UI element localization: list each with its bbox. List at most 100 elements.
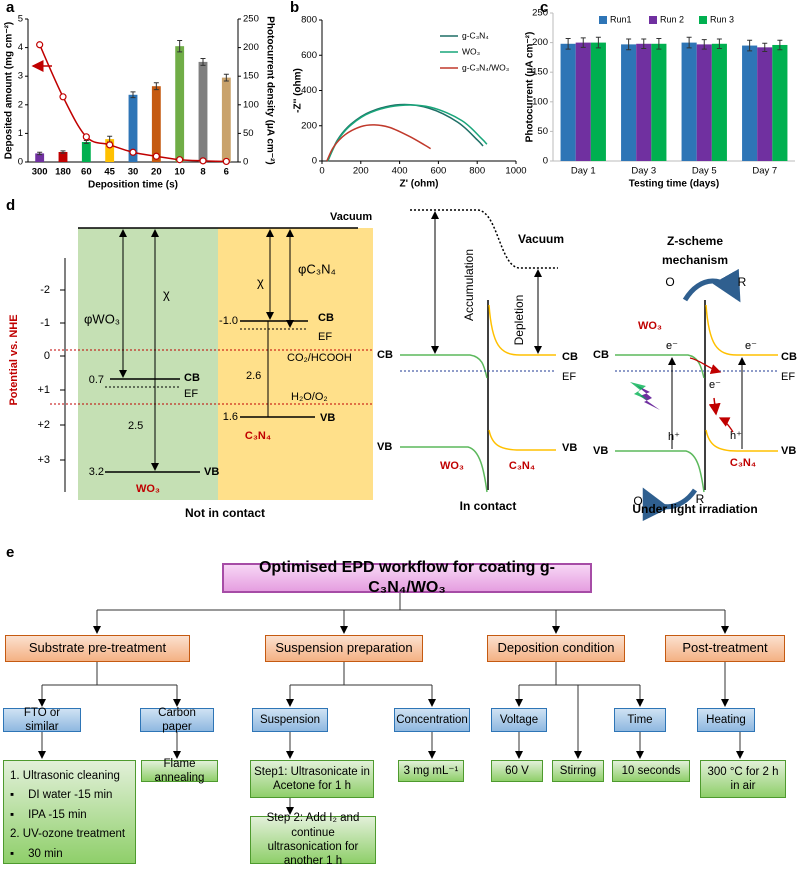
- label: WO₃: [440, 460, 464, 472]
- label: 1.6: [223, 411, 238, 423]
- cb-wo3: [400, 354, 488, 379]
- legend-label: Run 2: [660, 14, 684, 24]
- transfer-arrow: [708, 397, 721, 416]
- step-text: 30 min: [10, 847, 129, 861]
- label: C₃N₄: [730, 457, 756, 469]
- workflow-section: Post-treatment: [665, 635, 785, 662]
- x-tick-label: 8: [200, 167, 205, 178]
- workflow-item: FTO or similar: [3, 707, 81, 733]
- bar: [105, 139, 115, 162]
- label: VB: [320, 412, 335, 424]
- legend-label: WO₃: [462, 46, 480, 56]
- transfer-arrow: [689, 357, 722, 375]
- legend-swatch: [599, 16, 607, 24]
- panel-label: d: [6, 197, 15, 214]
- error-bar: [656, 37, 662, 50]
- workflow-item: Heating: [697, 708, 755, 732]
- bar: [81, 141, 91, 162]
- y-tick-label: 4: [18, 42, 23, 53]
- tick-label: +2: [37, 419, 50, 431]
- error-bar: [83, 140, 89, 144]
- caption: In contact: [460, 499, 517, 513]
- y2-axis-label: Photocurrent density (µA cm⁻²): [264, 16, 275, 164]
- label: C₃N₄: [245, 430, 271, 442]
- workflow-step: Step 2: Add I₂ and continue ultrasonicat…: [250, 812, 376, 867]
- workflow-connectors: [38, 593, 744, 815]
- error-bar: [37, 151, 43, 156]
- workflow-item: Time: [614, 708, 666, 732]
- line-marker: [129, 148, 137, 156]
- light-icon: [636, 385, 660, 410]
- transfer-arrow: [718, 417, 734, 433]
- label: EF: [781, 371, 795, 383]
- redox-arrow: [642, 487, 698, 522]
- potential-ticks: [60, 289, 65, 461]
- y-tick-label: 3: [18, 71, 23, 82]
- y-tick-label: 400: [301, 85, 317, 96]
- bar: [757, 47, 773, 161]
- label: CB: [593, 349, 609, 361]
- label: VB: [593, 445, 608, 457]
- line-marker: [36, 41, 44, 49]
- legend-swatch: [699, 16, 707, 24]
- line-marker: [152, 152, 160, 160]
- x-tick-label: 6: [224, 167, 229, 178]
- y-tick-label: 0: [18, 157, 23, 168]
- label: CB: [377, 349, 393, 361]
- y2-tick-label: 200: [243, 42, 259, 53]
- label: CB: [318, 312, 334, 324]
- x-tick-label: 800: [469, 166, 485, 177]
- y2-tick-label: 250: [243, 14, 259, 25]
- vb-c3n4: [705, 429, 778, 452]
- y2-tick-label: 150: [243, 71, 259, 82]
- workflow-item: Voltage: [491, 708, 547, 732]
- x-tick-label: 0: [319, 166, 324, 177]
- vb-wo3: [400, 446, 488, 493]
- workflow-item: Carbon paper: [140, 707, 214, 733]
- label: R: [738, 275, 747, 289]
- label: Accumulation: [462, 249, 476, 321]
- error-bar: [580, 37, 586, 48]
- x-tick-label: 45: [104, 167, 115, 178]
- tick-label: 0: [44, 350, 50, 362]
- caption: Not in contact: [185, 506, 265, 520]
- bar: [35, 153, 45, 162]
- y-axis-label: Deposited amount (mg cm⁻²): [4, 22, 15, 160]
- bar: [772, 44, 788, 161]
- label: WO₃: [638, 320, 662, 332]
- label: h⁺: [668, 431, 680, 443]
- y-tick-label: 250: [532, 8, 548, 19]
- y2-tick-label: 100: [243, 99, 259, 110]
- bar: [151, 86, 161, 162]
- x-tick-label: 600: [430, 166, 446, 177]
- x-tick-label: Day 7: [752, 166, 777, 177]
- y-tick-label: 50: [537, 126, 548, 137]
- line: [327, 104, 488, 162]
- line-marker: [199, 157, 207, 165]
- panel-label: a: [6, 0, 15, 16]
- label: Vacuum: [330, 211, 372, 223]
- x-tick-label: 200: [353, 166, 369, 177]
- workflow-item: Suspension: [252, 708, 328, 732]
- label: EF: [318, 331, 332, 343]
- y-axis-label: -Z'' (ohm): [293, 68, 304, 113]
- y-tick-label: 5: [18, 14, 23, 25]
- label: χ: [257, 274, 264, 289]
- label: e⁻: [745, 340, 757, 352]
- bar: [221, 77, 231, 162]
- label: VB: [781, 445, 796, 457]
- label: -1.0: [219, 315, 238, 327]
- x-tick-label: 400: [392, 166, 408, 177]
- cleaning-steps: 1. Ultrasonic cleaning DI water -15 min …: [3, 760, 136, 864]
- error-bar: [716, 38, 722, 50]
- error-bar: [595, 36, 601, 49]
- caption: Under light irradiation: [632, 502, 757, 516]
- step-text: 1. Ultrasonic cleaning: [10, 770, 120, 782]
- band-diagram-contact: Vacuum Accumulation Depletion CB CB EF V…: [377, 209, 578, 513]
- label: O: [665, 275, 674, 289]
- error-bar: [60, 150, 66, 154]
- label: VB: [562, 442, 577, 454]
- vacuum-level: [410, 209, 558, 269]
